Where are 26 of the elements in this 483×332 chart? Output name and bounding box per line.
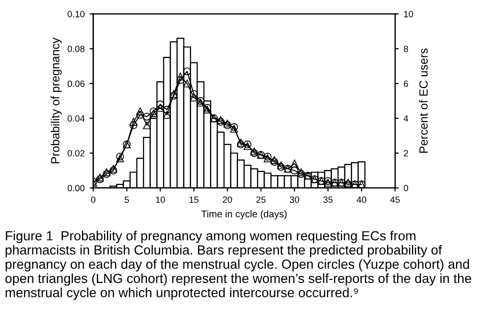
x-tick-label: 10 bbox=[156, 196, 165, 203]
y2-tick-label: 6 bbox=[404, 80, 408, 87]
x-axis-title: Time in cycle (days) bbox=[201, 210, 287, 220]
x-tick-label: 0 bbox=[91, 196, 96, 203]
x-tick-label: 30 bbox=[290, 196, 300, 203]
x-tick-label: 25 bbox=[256, 196, 266, 203]
x-tick-label: 35 bbox=[323, 196, 333, 203]
x-tick-label: 15 bbox=[190, 196, 198, 203]
x-tick-label: 20 bbox=[222, 196, 232, 203]
y2-axis-title: Percent of EC users bbox=[419, 48, 428, 153]
caption: Figure 1 Probability of pregnancy among women requesting ECs from pharmacists in British Columbia. Bars represent the predicted probability of pregnancy on each day of the menstrual cycle. Open circles (Yuzpe cohort) and open triangles (LNG cohort) represent the women’s self-reports of the day in the menstrual cycle on which unprotected intercourse occurred.⁹ bbox=[5, 230, 472, 300]
y-tick-label: 0.08 bbox=[68, 46, 84, 52]
y-tick-label: 0.02 bbox=[68, 150, 84, 156]
y2-tick-label: 4 bbox=[404, 115, 408, 122]
y-tick-label: 0.00 bbox=[68, 184, 85, 192]
y2-tick-label: 0 bbox=[404, 184, 408, 192]
y2-tick-label: 8 bbox=[404, 46, 408, 52]
y2-tick-label: 10 bbox=[404, 10, 414, 18]
y-tick-label: 0.06 bbox=[68, 80, 84, 87]
y-tick-label: 0.04 bbox=[68, 115, 85, 122]
x-tick-label: 40 bbox=[356, 196, 366, 203]
x-tick-label: 45 bbox=[390, 196, 400, 203]
y-tick-label: 0.10 bbox=[68, 10, 85, 18]
x-tick-label: 5 bbox=[124, 196, 129, 203]
y-axis-title: Probability of pregnancy bbox=[50, 38, 62, 164]
y2-tick-label: 2 bbox=[404, 150, 408, 156]
